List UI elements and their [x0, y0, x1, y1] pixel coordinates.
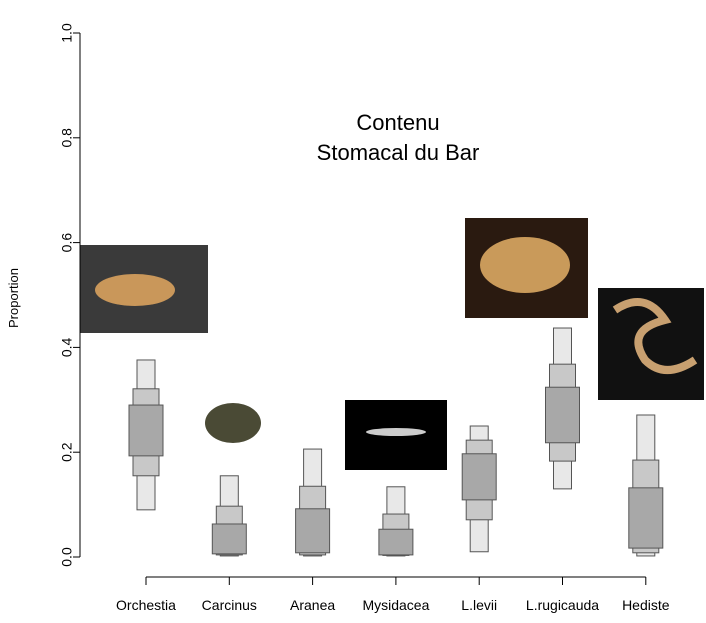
interval-box	[379, 529, 413, 555]
x-tick-label: L.rugicauda	[526, 597, 599, 613]
y-tick-label: 0.6	[59, 233, 75, 253]
y-tick-label: 0.8	[59, 128, 75, 148]
x-tick-label: L.levii	[461, 597, 497, 613]
y-axis-label: Proportion	[6, 268, 21, 328]
interval-box	[546, 387, 580, 443]
x-tick-label: Carcinus	[202, 597, 257, 613]
photo-crab	[205, 403, 261, 443]
photo-shape	[366, 428, 426, 436]
x-tick-label: Mysidacea	[362, 597, 429, 613]
photo-shape	[95, 274, 175, 306]
x-tick-label: Hediste	[622, 597, 670, 613]
interval-box	[462, 454, 496, 500]
x-tick-label: Orchestia	[116, 597, 176, 613]
chart: ContenuStomacal du Bar Proportion 0.00.2…	[0, 0, 706, 618]
x-tick-label: Aranea	[290, 597, 335, 613]
interval-box	[296, 509, 330, 553]
y-tick-label: 0.4	[59, 337, 75, 357]
y-tick-label: 0.0	[59, 547, 75, 567]
y-tick-label: 1.0	[59, 23, 75, 43]
interval-box	[629, 488, 663, 548]
photo-shape	[480, 237, 570, 293]
interval-box	[129, 405, 163, 456]
y-tick-label: 0.2	[59, 442, 75, 462]
interval-box	[212, 524, 246, 554]
